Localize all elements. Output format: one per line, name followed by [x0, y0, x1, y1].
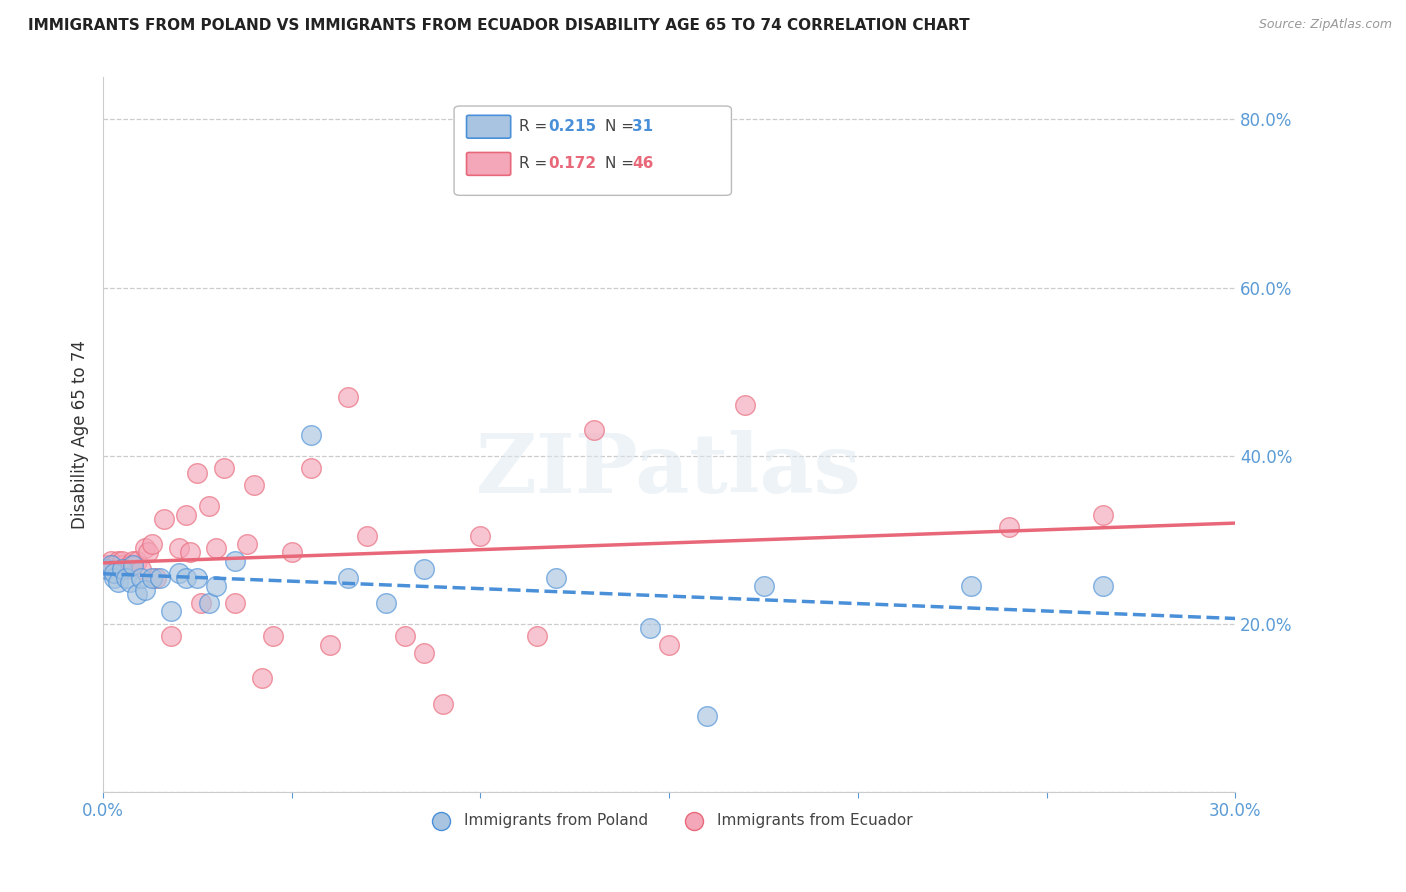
Point [152, 512, 174, 526]
Point [129, 562, 152, 576]
Point [734, 398, 756, 412]
Text: R =: R = [519, 156, 551, 171]
Point [205, 579, 228, 593]
FancyBboxPatch shape [467, 115, 510, 138]
Point [1092, 579, 1115, 593]
Text: Source: ZipAtlas.com: Source: ZipAtlas.com [1258, 18, 1392, 31]
Point [103, 571, 125, 585]
Point [544, 571, 567, 585]
Point [167, 541, 190, 556]
Point [582, 424, 605, 438]
Point [107, 574, 129, 589]
Point [235, 537, 257, 551]
Point [141, 537, 163, 551]
Text: IMMIGRANTS FROM POLAND VS IMMIGRANTS FROM ECUADOR DISABILITY AGE 65 TO 74 CORREL: IMMIGRANTS FROM POLAND VS IMMIGRANTS FRO… [28, 18, 970, 33]
Point [356, 528, 378, 542]
Point [134, 541, 156, 556]
Point [696, 709, 718, 723]
Point [224, 596, 246, 610]
Point [100, 558, 122, 572]
Point [337, 390, 360, 404]
Point [262, 630, 284, 644]
Point [394, 630, 416, 644]
Point [149, 571, 172, 585]
Point [299, 427, 322, 442]
Point [127, 554, 149, 568]
Point [470, 528, 492, 542]
Point [186, 571, 208, 585]
Text: N =: N = [605, 156, 638, 171]
Point [224, 554, 246, 568]
Text: N =: N = [605, 120, 638, 134]
Point [111, 562, 134, 576]
Point [243, 478, 266, 492]
Point [318, 638, 340, 652]
Point [250, 672, 273, 686]
Point [432, 697, 454, 711]
Text: 31: 31 [631, 120, 652, 134]
Point [160, 630, 183, 644]
Text: 46: 46 [631, 156, 654, 171]
Text: 0.215: 0.215 [548, 120, 596, 134]
Point [100, 554, 122, 568]
Point [1092, 508, 1115, 522]
Point [658, 638, 681, 652]
Text: 0.172: 0.172 [548, 156, 596, 171]
Point [960, 579, 983, 593]
Point [138, 545, 160, 559]
Point [111, 558, 134, 572]
Point [145, 571, 167, 585]
Point [212, 461, 235, 475]
Point [412, 646, 434, 660]
Point [160, 604, 183, 618]
Point [179, 545, 201, 559]
Point [103, 558, 125, 572]
Text: R =: R = [519, 120, 551, 134]
Point [122, 558, 145, 572]
Point [375, 596, 398, 610]
Point [129, 571, 152, 585]
Point [103, 566, 125, 581]
Point [174, 508, 197, 522]
Point [997, 520, 1019, 534]
Point [205, 541, 228, 556]
Legend: Immigrants from Poland, Immigrants from Ecuador: Immigrants from Poland, Immigrants from … [420, 807, 918, 834]
FancyBboxPatch shape [454, 106, 731, 195]
Point [127, 587, 149, 601]
Point [190, 596, 212, 610]
Point [167, 566, 190, 581]
Point [96, 558, 118, 572]
Point [118, 558, 141, 572]
Text: ZIPatlas: ZIPatlas [477, 431, 862, 510]
Point [111, 554, 134, 568]
Point [752, 579, 775, 593]
Point [114, 562, 136, 576]
Point [96, 562, 118, 576]
Point [197, 596, 219, 610]
Point [134, 583, 156, 598]
Point [114, 571, 136, 585]
Point [281, 545, 304, 559]
Point [122, 558, 145, 572]
Point [122, 554, 145, 568]
Point [118, 574, 141, 589]
Point [526, 630, 548, 644]
Y-axis label: Disability Age 65 to 74: Disability Age 65 to 74 [72, 340, 89, 529]
Point [186, 466, 208, 480]
Point [141, 571, 163, 585]
Point [174, 571, 197, 585]
Point [640, 621, 662, 635]
Point [412, 562, 434, 576]
Point [197, 499, 219, 513]
Point [299, 461, 322, 475]
Point [107, 554, 129, 568]
Point [337, 571, 360, 585]
FancyBboxPatch shape [467, 153, 510, 176]
